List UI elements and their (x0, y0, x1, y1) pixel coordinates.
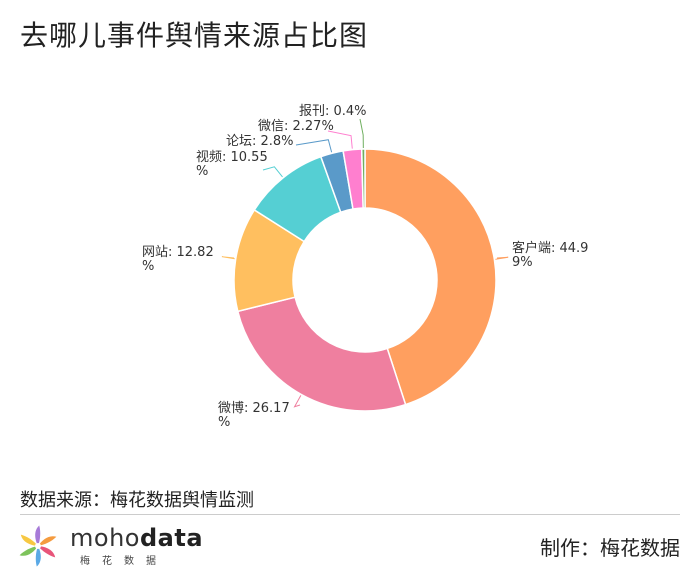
donut-slice-1[interactable] (236, 296, 407, 412)
brand-name-part1: moho (70, 524, 140, 552)
slice-label-6: 报刊: 0.4% (299, 104, 367, 119)
footer-divider (20, 514, 680, 515)
leader-line-1 (293, 395, 302, 408)
leader-line-6 (359, 118, 364, 149)
brand-name-part2: data (139, 524, 204, 552)
slice-label-4: 论坛: 2.8% (226, 134, 294, 149)
logo-petal-5 (35, 525, 41, 546)
logo-petal-4 (20, 534, 38, 546)
logo-center-dot (35, 543, 41, 549)
data-source: 数据来源：梅花数据舆情监测 (20, 490, 254, 511)
leader-line-0 (495, 256, 509, 260)
logo-petal-3 (19, 546, 38, 556)
brand-logo[interactable]: mohodata 梅花数据 (18, 524, 218, 568)
leader-line-2 (221, 256, 235, 260)
leader-line-5 (327, 130, 353, 149)
slice-label-2: 网站: 12.82% (142, 245, 214, 274)
slice-label-0: 客户端: 44.9 9% (512, 240, 588, 270)
credit-text: 制作：梅花数据 (540, 536, 680, 560)
donut-slice-6[interactable] (360, 148, 366, 209)
donut-slice-0[interactable] (364, 148, 497, 406)
page-title: 去哪儿事件舆情来源占比图 (20, 19, 369, 52)
brand-wordmark: mohodata (70, 524, 203, 552)
logo-petal-2 (35, 546, 41, 567)
slice-label-3: 视频: 10.55% (196, 150, 268, 179)
logo-petal-1 (38, 546, 56, 558)
brand-subtitle: 梅花数据 (80, 556, 168, 567)
logo-petal-0 (38, 536, 57, 546)
pinwheel-logo-icon (19, 525, 57, 567)
donut-chart: 客户端: 44.9 9% 微博: 26.17 % 网站: 12.82 % 视频: 10.55… (142, 104, 588, 430)
slice-label-1: 微博: 26.17% (218, 401, 290, 430)
leader-line-4 (295, 139, 333, 153)
leader-line-3 (262, 166, 283, 178)
slice-label-5: 微信: 2.27% (258, 119, 334, 134)
